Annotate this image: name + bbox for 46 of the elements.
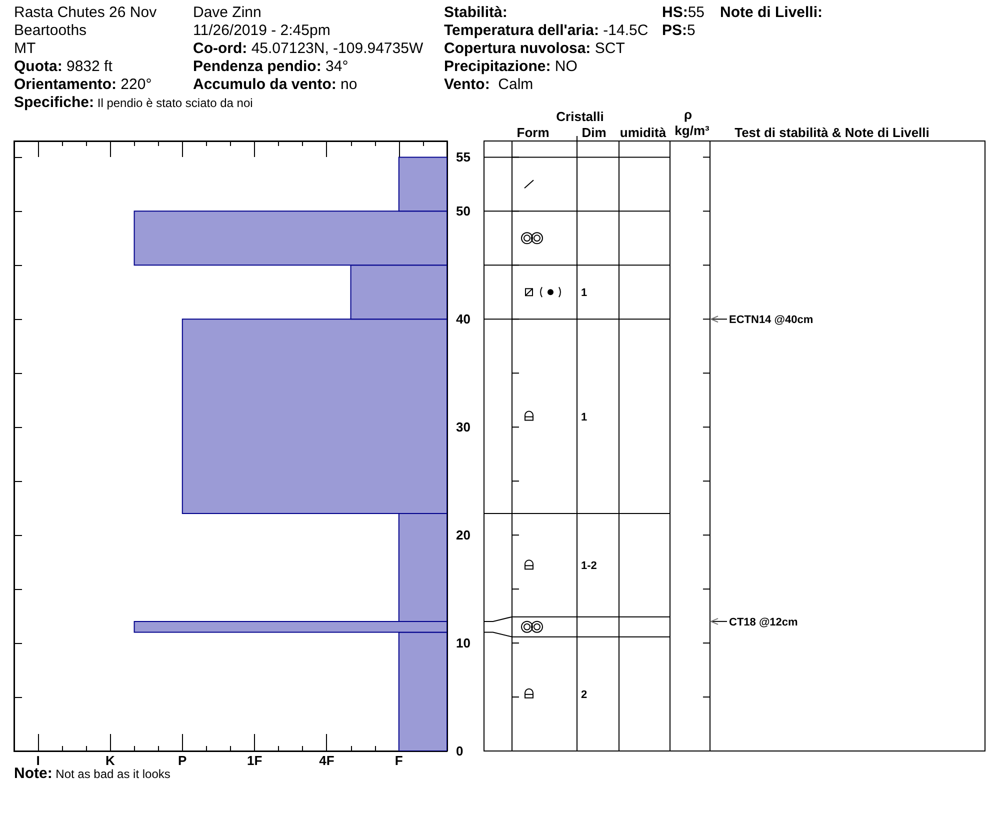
x-tick-label: 1F (246, 753, 262, 768)
y-tick-label: 0 (456, 744, 464, 758)
y-tick-label: 30 (456, 420, 470, 435)
y-tick-label: 55 (456, 150, 470, 165)
text: Specifiche: Il pendio è stato sciato da noi (14, 94, 253, 111)
text: MT (14, 40, 36, 57)
text: Pendenza pendio: 34° (193, 58, 348, 75)
text: Co-ord: 45.07123N, -109.94735W (193, 40, 424, 57)
text: Test di stabilità & Note di Livelli (734, 125, 930, 140)
text: Form (516, 125, 550, 140)
text: Vento: Calm (444, 76, 534, 93)
text: Cristalli (556, 109, 604, 124)
text: CT18 @12cm (729, 616, 798, 628)
x-tick-label: I (36, 753, 40, 768)
x-tick-label: F (394, 753, 403, 768)
y-tick-label: 50 (456, 204, 470, 219)
text: Dave Zinn (193, 4, 262, 21)
y-tick-label: 10 (456, 636, 470, 651)
text: PS:5 (662, 22, 696, 39)
text: Orientamento: 220° (14, 76, 152, 93)
text: Note: Not as bad as it looks (14, 765, 170, 782)
text: Stabilità: (444, 4, 508, 21)
text: 2 (581, 688, 588, 701)
x-tick-label: K (106, 753, 116, 768)
text: 1-2 (581, 560, 597, 572)
chart-title: Rasta Chutes 26 Nov (14, 4, 158, 21)
text: kg/m³ (674, 123, 710, 138)
text: ρ (684, 107, 692, 122)
text: 11/26/2019 - 2:45pm (193, 22, 330, 39)
text: ECTN14 @40cm (729, 314, 814, 326)
text: 1 (581, 411, 588, 424)
text: Quota: 9832 ft (14, 58, 114, 75)
text: Copertura nuvolosa: SCT (444, 40, 625, 57)
text: Beartooths (14, 22, 87, 39)
text: Precipitazione: NO (444, 58, 578, 75)
text: HS:55 (662, 4, 705, 21)
x-tick-label: 4F (319, 753, 334, 768)
x-tick-label: P (178, 753, 188, 768)
y-tick-label: 20 (456, 528, 470, 543)
text: Note di Livelli: (720, 4, 823, 21)
text: Dim (582, 125, 606, 140)
text: 1 (581, 287, 588, 300)
text: Temperatura dell'aria: -14.5C (444, 22, 648, 39)
text: Accumulo da vento: no (193, 76, 358, 93)
text: umidità (620, 125, 667, 140)
y-tick-label: 40 (456, 312, 470, 327)
